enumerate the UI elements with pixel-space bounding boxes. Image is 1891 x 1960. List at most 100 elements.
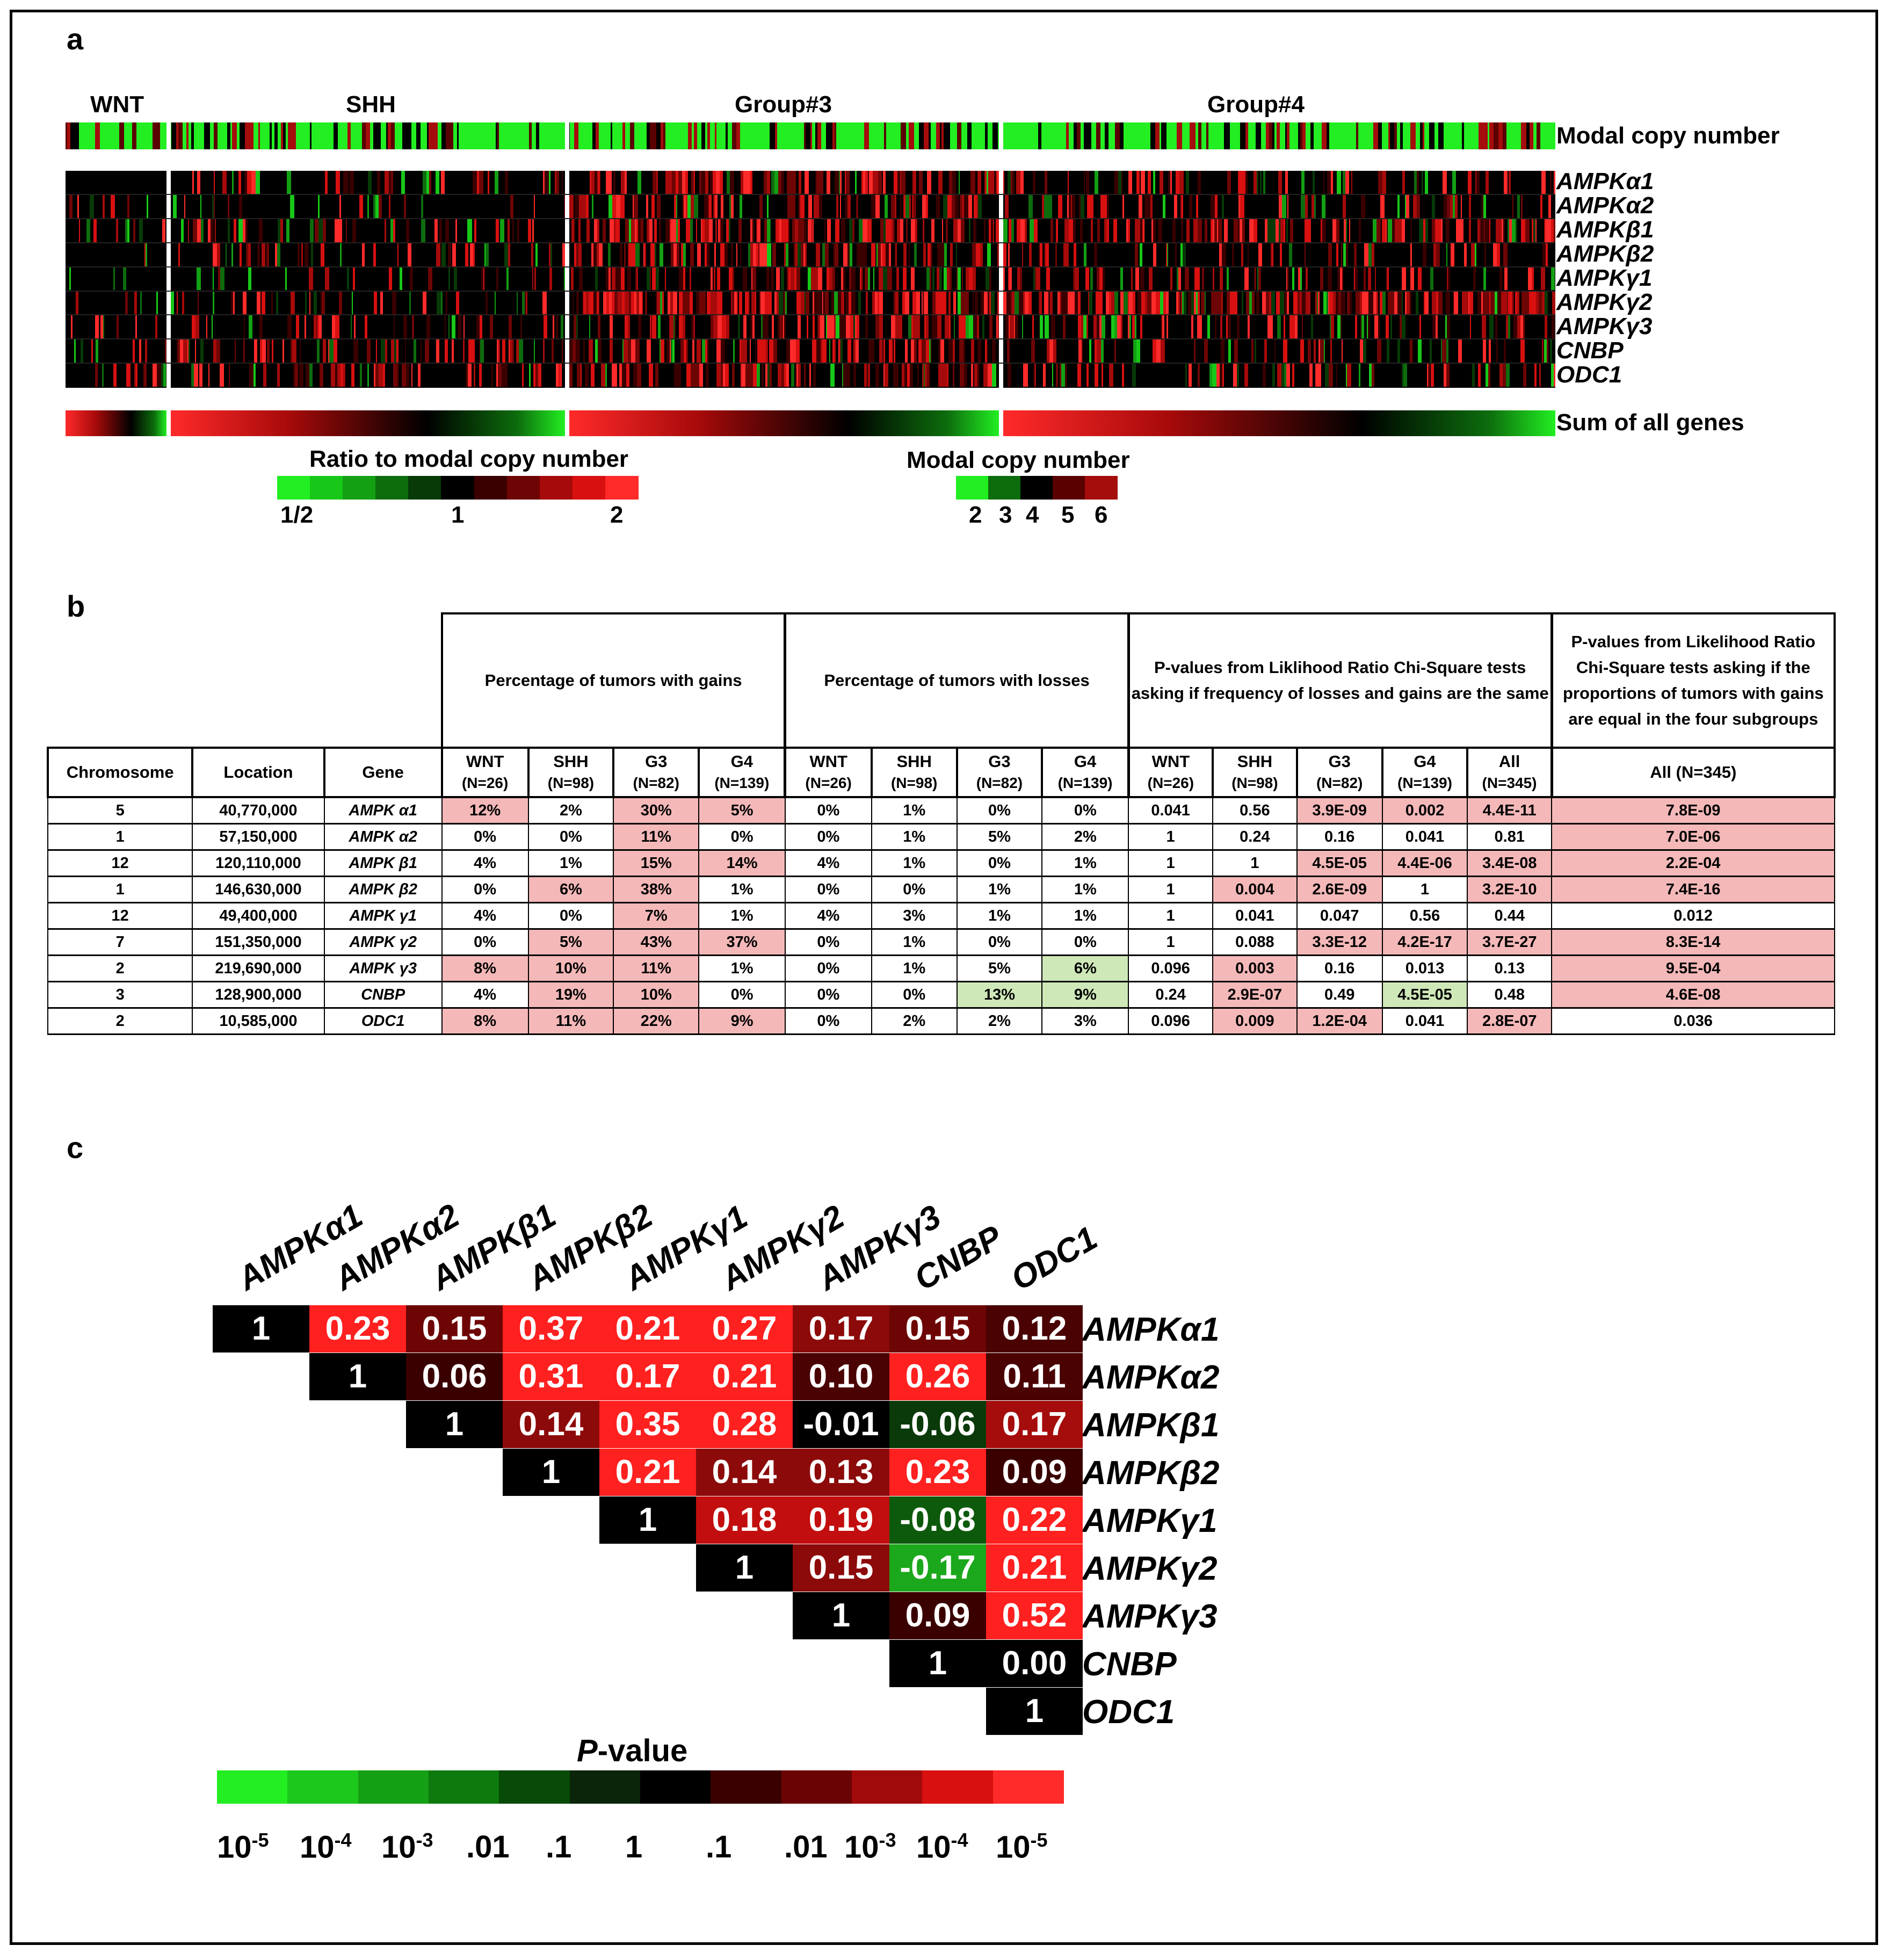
heatmap-cell xyxy=(301,243,303,266)
cell-gain: 4% xyxy=(441,849,529,877)
heatmap-cell xyxy=(1142,219,1143,242)
heatmap-cell xyxy=(631,291,634,315)
legend-swatch xyxy=(506,476,540,500)
heatmap-cell xyxy=(1163,291,1166,315)
heatmap-cell xyxy=(1355,267,1358,291)
heatmap-cell xyxy=(1329,364,1333,387)
heatmap-cell xyxy=(1037,219,1038,242)
heatmap-cell xyxy=(1153,339,1156,363)
heatmap-cell xyxy=(1318,291,1320,315)
modal-strip-segment xyxy=(439,122,441,149)
heatmap-cell xyxy=(1227,291,1230,315)
cell-loss: 1% xyxy=(871,928,958,956)
heatmap-cell xyxy=(987,339,988,363)
modal-strip-segment xyxy=(690,122,692,149)
modal-strip-segment xyxy=(1403,122,1408,149)
modal-strip-segment xyxy=(1280,122,1285,149)
modal-strip-segment xyxy=(634,122,638,149)
heatmap-cell xyxy=(1333,291,1336,315)
heatmap-cell xyxy=(670,291,673,315)
heatmap-cell xyxy=(684,194,686,218)
heatmap-cell xyxy=(766,339,768,363)
heatmap-cell xyxy=(1521,219,1525,242)
heatmap-cell xyxy=(1405,194,1406,218)
heatmap-cell xyxy=(1441,219,1443,242)
heatmap-cell xyxy=(731,194,734,218)
heatmap-cell xyxy=(824,219,825,242)
heatmap-cell xyxy=(1533,219,1535,242)
heatmap-cell xyxy=(876,243,878,266)
heatmap-cell xyxy=(608,243,611,266)
heatmap-cell xyxy=(1271,243,1272,266)
heatmap-cell xyxy=(969,315,973,339)
heatmap-cell xyxy=(1547,339,1548,363)
heatmap-cell xyxy=(163,364,166,387)
heatmap-cell xyxy=(1140,243,1142,266)
heatmap-cell xyxy=(135,315,137,339)
sum-strip-segment xyxy=(1003,410,1555,436)
heatmap-cell xyxy=(516,339,519,363)
subgroup-header-all: All (N=345) xyxy=(1551,747,1836,798)
heatmap-cell xyxy=(860,267,861,291)
heatmap-cell xyxy=(486,243,489,266)
modal-strip-segment xyxy=(570,122,574,149)
heatmap-cell xyxy=(1508,291,1510,315)
heatmap-cell xyxy=(741,364,745,387)
cell-pvalue: 0.56 xyxy=(1212,796,1298,824)
heatmap-cell xyxy=(1198,171,1201,194)
heatmap-cell xyxy=(1263,171,1265,194)
cell-chromosome: 2 xyxy=(47,1007,193,1035)
panel-b-label: b xyxy=(67,589,85,623)
heatmap-cell xyxy=(508,243,510,266)
heatmap-cell xyxy=(362,243,365,266)
heatmap-cell xyxy=(480,315,482,339)
heatmap-cell xyxy=(1238,171,1242,194)
heatmap-cell xyxy=(1402,291,1403,315)
heatmap-cell xyxy=(926,267,930,291)
heatmap-cell xyxy=(1213,219,1214,242)
heatmap-cell xyxy=(991,291,995,315)
heatmap-cell xyxy=(317,315,319,339)
modal-strip-segment xyxy=(854,122,859,149)
heatmap-cell xyxy=(1476,171,1480,194)
modal-strip-segment xyxy=(1343,122,1346,149)
heatmap-cell xyxy=(1035,364,1036,387)
modal-strip-segment xyxy=(555,122,560,149)
heatmap-cell xyxy=(1331,171,1333,194)
heatmap-cell xyxy=(867,219,872,242)
modal-strip-segment xyxy=(1206,122,1208,149)
heatmap-cell xyxy=(562,339,563,363)
heatmap-cell xyxy=(794,267,796,291)
pvalue-tick: 10-3 xyxy=(381,1829,433,1865)
heatmap-cell xyxy=(856,194,858,218)
heatmap-cell xyxy=(1485,219,1489,242)
heatmap-cell xyxy=(1506,315,1508,339)
heatmap-cell xyxy=(805,243,807,266)
heatmap-cell xyxy=(791,194,795,218)
modal-strip-segment xyxy=(846,122,851,149)
cell-gain: 12% xyxy=(441,796,529,824)
row-label: ODC1 xyxy=(1082,1694,1175,1731)
heatmap-cell xyxy=(1176,291,1178,315)
heatmap-cell xyxy=(127,194,129,218)
heatmap-cell xyxy=(178,339,180,363)
heatmap-cell xyxy=(813,291,814,315)
group-separator xyxy=(565,171,569,388)
heatmap-cell xyxy=(966,315,969,339)
modal-strip-segment xyxy=(1063,122,1066,149)
heatmap-cell xyxy=(1410,291,1411,315)
heatmap-cell xyxy=(1347,291,1350,315)
heatmap-cell xyxy=(1523,315,1525,339)
heatmap-cell xyxy=(1336,291,1338,315)
modal-strip-segment xyxy=(334,122,338,149)
cell-gain: 0% xyxy=(441,823,529,851)
heatmap-cell xyxy=(1063,315,1066,339)
heatmap-cell xyxy=(1428,364,1430,387)
heatmap-cell xyxy=(1513,315,1517,339)
heatmap-cell xyxy=(843,243,847,266)
heatmap-cell xyxy=(1364,243,1368,266)
heatmap-cell xyxy=(1484,219,1485,242)
heatmap-cell xyxy=(1068,171,1069,194)
cell-loss: 0% xyxy=(784,954,872,982)
heatmap-cell xyxy=(406,364,409,387)
